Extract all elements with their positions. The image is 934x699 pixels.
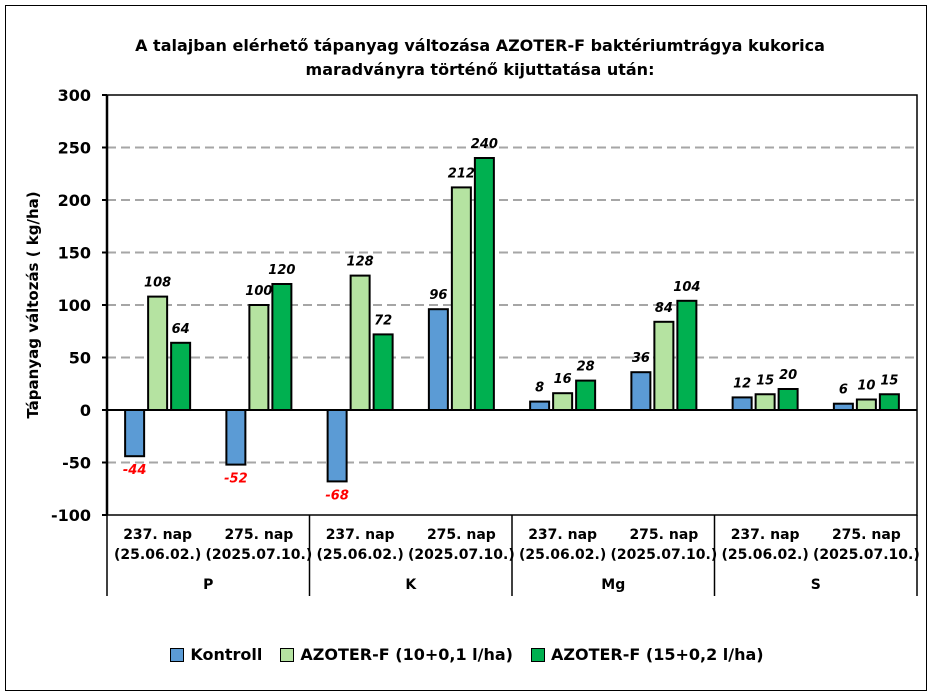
bar (473, 157, 495, 411)
bar (676, 299, 698, 411)
data-label: -68 (325, 488, 349, 503)
data-label: 96 (429, 288, 447, 303)
y-tick-label: 50 (69, 349, 91, 368)
data-label: 12 (733, 376, 751, 391)
legend-item-kontroll: Kontroll (170, 645, 262, 664)
y-tick-label: 150 (58, 244, 91, 263)
y-tick-label: 100 (58, 296, 91, 315)
category-label-day: 275. nap (427, 527, 496, 543)
bar (372, 333, 394, 411)
bar (147, 295, 169, 412)
data-label: 15 (756, 373, 774, 388)
category-label-day: 237. nap (326, 527, 395, 543)
group-label: P (203, 577, 213, 593)
category-label-date: (2025.07.10.) (206, 547, 313, 563)
category-label-day: 237. nap (731, 527, 800, 543)
data-label: 100 (245, 284, 272, 299)
category-label-day: 275. nap (832, 527, 901, 543)
data-label: 72 (374, 313, 392, 328)
category-label-day: 237. nap (123, 527, 192, 543)
legend-label: AZOTER-F (15+0,2 l/ha) (551, 645, 764, 664)
bar (878, 393, 900, 411)
y-tick-label: 200 (58, 191, 91, 210)
bar (575, 379, 597, 412)
data-label: 36 (632, 351, 650, 366)
data-label: 104 (673, 280, 700, 295)
bar (653, 320, 675, 411)
category-label-date: (2025.07.10.) (611, 547, 718, 563)
legend-item-azoter-15: AZOTER-F (15+0,2 l/ha) (531, 645, 764, 664)
y-tick-label: -50 (62, 454, 91, 473)
legend: Kontroll AZOTER-F (10+0,1 l/ha) AZOTER-F… (0, 645, 934, 664)
bar (427, 308, 449, 412)
category-label-date: (2025.07.10.) (408, 547, 515, 563)
data-label: 108 (144, 276, 171, 291)
chart-frame (5, 5, 927, 691)
legend-item-azoter-10: AZOTER-F (10+0,1 l/ha) (280, 645, 513, 664)
category-label-date: (25.06.02.) (519, 547, 606, 563)
data-label: -44 (123, 463, 147, 478)
y-tick-label: 0 (80, 401, 91, 420)
chart-title-line-2: maradványra történő kijuttatása után: (305, 60, 655, 79)
bar (124, 409, 146, 458)
bar (450, 186, 472, 411)
y-tick-label: -100 (51, 506, 91, 525)
category-label-date: (25.06.02.) (114, 547, 201, 563)
data-label: -52 (224, 472, 248, 487)
group-label: K (405, 577, 417, 593)
category-label-day: 275. nap (224, 527, 293, 543)
data-label: 128 (347, 255, 374, 270)
data-label: 120 (268, 263, 295, 278)
bar (225, 409, 247, 466)
legend-swatch (531, 647, 545, 662)
bar (349, 274, 371, 411)
bar (731, 396, 753, 411)
y-tick-label: 250 (58, 139, 91, 158)
bar (271, 283, 293, 411)
bar (248, 304, 270, 411)
chart-title-line-1: A talajban elérhető tápanyag változása A… (135, 36, 825, 55)
category-label-date: (25.06.02.) (722, 547, 809, 563)
bar (630, 371, 652, 412)
legend-label: Kontroll (190, 645, 263, 664)
data-label: 10 (857, 379, 875, 394)
legend-label: AZOTER-F (10+0,1 l/ha) (300, 645, 513, 664)
legend-swatch (280, 647, 295, 662)
group-label: Mg (601, 577, 625, 593)
data-label: 15 (880, 373, 898, 388)
bar (855, 398, 877, 411)
category-label-day: 237. nap (528, 527, 597, 543)
y-axis-title: Tápanyag változás ( kg/ha) (24, 191, 42, 418)
category-label-date: (2025.07.10.) (813, 547, 920, 563)
data-label: 84 (655, 301, 673, 316)
y-tick-label: 300 (58, 86, 91, 105)
data-label: 6 (839, 383, 848, 398)
bar (170, 341, 192, 411)
data-label: 28 (577, 360, 595, 375)
data-label: 20 (779, 368, 797, 383)
data-label: 16 (554, 372, 572, 387)
legend-swatch (170, 647, 185, 662)
data-label: 212 (448, 166, 475, 181)
bar (326, 409, 348, 483)
bar (777, 388, 799, 411)
bar (529, 400, 551, 412)
data-label: 240 (471, 137, 498, 152)
group-label: S (811, 577, 821, 593)
data-label: 8 (535, 381, 544, 396)
data-label: 64 (172, 322, 190, 337)
category-label-date: (25.06.02.) (317, 547, 404, 563)
bar (754, 393, 776, 411)
category-label-day: 275. nap (629, 527, 698, 543)
bar (552, 392, 574, 412)
